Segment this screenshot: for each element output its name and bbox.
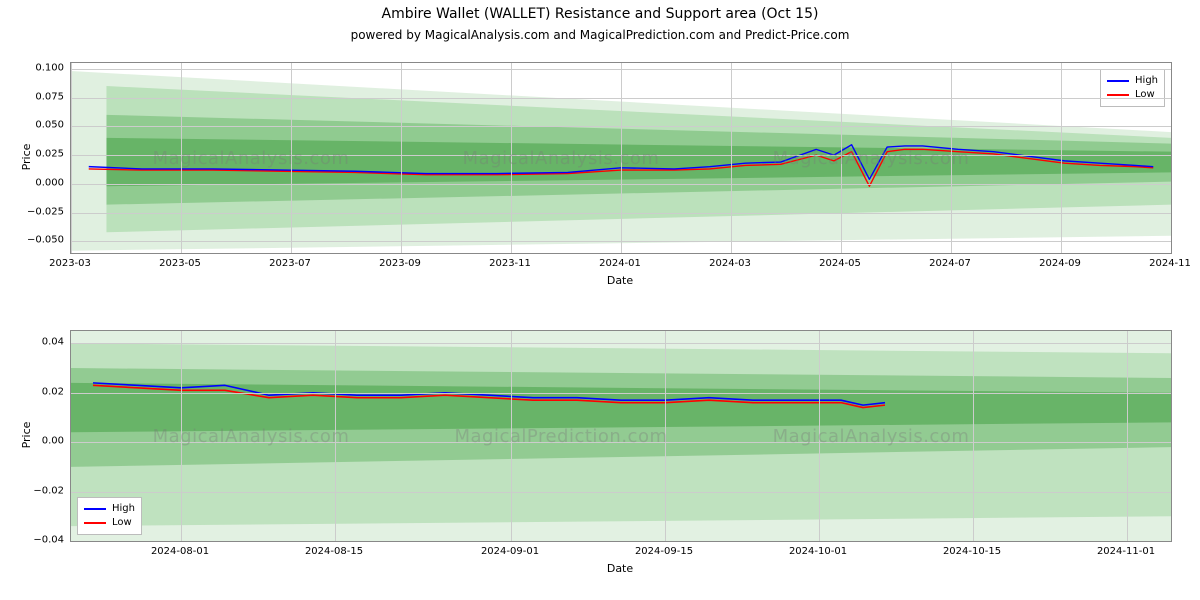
gridline-horizontal <box>71 492 1171 493</box>
chart-top-xlabel: Date <box>70 274 1170 287</box>
xtick-label: 2024-09-01 <box>481 546 539 557</box>
gridline-horizontal <box>71 541 1171 542</box>
gridline-horizontal <box>71 442 1171 443</box>
legend-row: Low <box>84 516 135 530</box>
gridline-horizontal <box>71 184 1171 185</box>
ytick-label: 0.000 <box>35 177 64 188</box>
gridline-horizontal <box>71 393 1171 394</box>
legend-swatch <box>84 522 106 524</box>
gridline-vertical <box>1061 63 1062 253</box>
xtick-label: 2024-01 <box>599 258 641 269</box>
gridline-vertical <box>181 331 182 541</box>
gridline-vertical <box>291 63 292 253</box>
legend-row: High <box>84 502 135 516</box>
legend-swatch <box>84 508 106 510</box>
gridline-horizontal <box>71 213 1171 214</box>
page-title: Ambire Wallet (WALLET) Resistance and Su… <box>0 6 1200 22</box>
xtick-label: 2024-03 <box>709 258 751 269</box>
gridline-vertical <box>973 331 974 541</box>
legend-label: High <box>112 502 135 516</box>
ytick-label: 0.050 <box>35 120 64 131</box>
gridline-horizontal <box>71 343 1171 344</box>
xtick-label: 2024-07 <box>929 258 971 269</box>
xtick-label: 2024-10-01 <box>789 546 847 557</box>
legend-label: Low <box>112 516 132 530</box>
ytick-label: −0.04 <box>33 535 64 546</box>
xtick-label: 2023-09 <box>379 258 421 269</box>
ytick-label: 0.02 <box>42 386 64 397</box>
xtick-label: 2024-09 <box>1039 258 1081 269</box>
xtick-label: 2024-10-15 <box>943 546 1001 557</box>
ytick-label: 0.100 <box>35 62 64 73</box>
gridline-horizontal <box>71 69 1171 70</box>
legend-label: High <box>1135 74 1158 88</box>
legend-row: Low <box>1107 88 1158 102</box>
legend-label: Low <box>1135 88 1155 102</box>
gridline-vertical <box>1171 63 1172 253</box>
ytick-label: 0.00 <box>42 436 64 447</box>
gridline-vertical <box>951 63 952 253</box>
legend-swatch <box>1107 80 1129 82</box>
gridline-vertical <box>71 63 72 253</box>
gridline-vertical <box>401 63 402 253</box>
gridline-horizontal <box>71 126 1171 127</box>
gridline-vertical <box>621 63 622 253</box>
chart-bottom-plot <box>71 331 1171 541</box>
legend-swatch <box>1107 94 1129 96</box>
ytick-label: 0.025 <box>35 149 64 160</box>
chart-bottom: HighLow MagicalAnalysis.comMagicalPredic… <box>70 330 1172 542</box>
legend-row: High <box>1107 74 1158 88</box>
legend-top: HighLow <box>1100 69 1165 107</box>
xtick-label: 2023-11 <box>489 258 531 269</box>
chart-top-ylabel: Price <box>20 144 33 171</box>
xtick-label: 2024-08-15 <box>305 546 363 557</box>
xtick-label: 2024-11 <box>1149 258 1191 269</box>
ytick-label: 0.075 <box>35 91 64 102</box>
xtick-label: 2024-08-01 <box>151 546 209 557</box>
gridline-vertical <box>181 63 182 253</box>
gridline-vertical <box>731 63 732 253</box>
ytick-label: 0.04 <box>42 337 64 348</box>
gridline-vertical <box>819 331 820 541</box>
xtick-label: 2024-11-01 <box>1097 546 1155 557</box>
xtick-label: 2024-05 <box>819 258 861 269</box>
gridline-horizontal <box>71 155 1171 156</box>
gridline-vertical <box>511 63 512 253</box>
gridline-vertical <box>511 331 512 541</box>
gridline-vertical <box>665 331 666 541</box>
legend-bottom: HighLow <box>77 497 142 535</box>
ytick-label: −0.025 <box>27 206 64 217</box>
gridline-vertical <box>1127 331 1128 541</box>
xtick-label: 2023-03 <box>49 258 91 269</box>
ytick-label: −0.02 <box>33 485 64 496</box>
page-subtitle: powered by MagicalAnalysis.com and Magic… <box>0 28 1200 42</box>
gridline-horizontal <box>71 98 1171 99</box>
page-root: Ambire Wallet (WALLET) Resistance and Su… <box>0 0 1200 600</box>
gridline-vertical <box>841 63 842 253</box>
gridline-horizontal <box>71 241 1171 242</box>
xtick-label: 2023-05 <box>159 258 201 269</box>
xtick-label: 2023-07 <box>269 258 311 269</box>
chart-bottom-ylabel: Price <box>20 422 33 449</box>
gridline-vertical <box>335 331 336 541</box>
xtick-label: 2024-09-15 <box>635 546 693 557</box>
chart-top: HighLow MagicalAnalysis.comMagicalAnalys… <box>70 62 1172 254</box>
ytick-label: −0.050 <box>27 235 64 246</box>
chart-bottom-xlabel: Date <box>70 562 1170 575</box>
